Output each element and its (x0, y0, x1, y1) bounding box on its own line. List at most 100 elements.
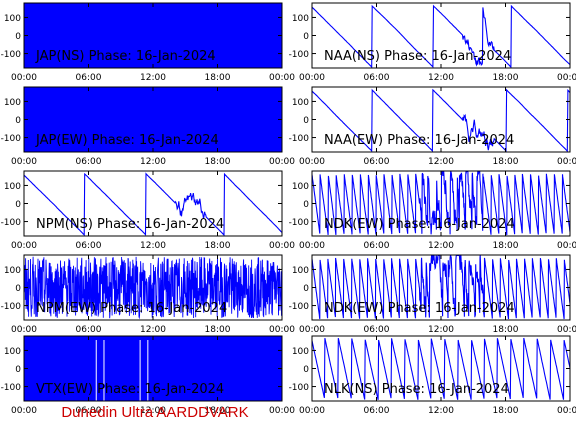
x-tick-label: 06:00 (364, 73, 390, 83)
y-tick-label: 0 (15, 200, 21, 210)
trace-group (312, 337, 570, 401)
y-tick-label: 0 (303, 116, 309, 126)
y-tick-label: 100 (292, 98, 309, 108)
y-tick-label: 0 (15, 284, 21, 294)
panel-title: NLK(NS) Phase: 16-Jan-2024 (324, 382, 509, 397)
y-tick-label: 100 (4, 14, 21, 24)
x-tick-label: 00:00 (557, 325, 576, 335)
y-tick-label: 0 (303, 284, 309, 294)
y-tick-label: 100 (292, 266, 309, 276)
y-tick-label: 100 (292, 14, 309, 24)
x-tick-label: 18:00 (205, 325, 231, 335)
x-tick-label: 06:00 (364, 406, 390, 416)
footer-label: Dunedin Ultra AARDDVARK (61, 404, 249, 421)
x-tick-label: 00:00 (557, 157, 576, 167)
phase-trace (312, 4, 570, 68)
trace-group (312, 4, 570, 68)
trace-group (24, 3, 282, 68)
panel-6: 100 0 -100 00:00 06:00 12:00 18:00 00:00 NDK(EW)… (289, 170, 576, 251)
x-tick-label: 00:00 (269, 241, 295, 251)
x-tick-label: 06:00 (76, 157, 102, 167)
x-tick-label: 12:00 (140, 241, 166, 251)
panel-3: 100 0 -100 00:00 06:00 12:00 18:00 00:00 JAP(EW)… (1, 86, 295, 167)
x-tick-label: 12:00 (428, 241, 454, 251)
x-tick-label: 12:00 (140, 157, 166, 167)
x-tick-label: 12:00 (428, 157, 454, 167)
y-tick-label: -100 (289, 218, 310, 228)
y-tick-label: 0 (303, 200, 309, 210)
x-tick-label: 00:00 (299, 73, 325, 83)
x-tick-label: 00:00 (11, 157, 37, 167)
trace-group (312, 171, 570, 236)
trace-group (312, 88, 570, 152)
y-tick-label: -100 (1, 302, 22, 312)
x-tick-label: 18:00 (205, 406, 231, 416)
panel-10: 100 0 -100 00:00 06:00 12:00 18:00 00:00 NLK(NS)… (289, 335, 576, 416)
panel-2: 100 0 -100 00:00 06:00 12:00 18:00 00:00 NAA(NS)… (289, 2, 576, 83)
panel-9: 100 0 -100 00:00 06:00 12:00 18:00 00:00 VTX(EW)… (1, 335, 295, 416)
x-tick-label: 00:00 (11, 241, 37, 251)
phase-trace (312, 255, 570, 320)
y-tick-label: 100 (4, 266, 21, 276)
x-tick-label: 00:00 (269, 157, 295, 167)
x-tick-label: 00:00 (299, 325, 325, 335)
x-tick-label: 00:00 (299, 241, 325, 251)
x-tick-label: 00:00 (557, 406, 576, 416)
x-tick-label: 06:00 (76, 406, 102, 416)
trace-group (24, 87, 282, 152)
trace-group (24, 172, 282, 236)
trace-group (24, 256, 282, 320)
y-tick-label: -100 (289, 383, 310, 393)
x-tick-label: 12:00 (140, 325, 166, 335)
phase-trace (24, 172, 282, 236)
panel-title: NPM(NS) Phase: 16-Jan-2024 (36, 217, 224, 232)
y-tick-label: 100 (292, 347, 309, 357)
x-tick-label: 18:00 (493, 73, 519, 83)
panel-1: 100 0 -100 00:00 06:00 12:00 18:00 00:00 JAP(NS)… (1, 2, 295, 83)
x-tick-label: 00:00 (269, 406, 295, 416)
x-tick-label: 00:00 (11, 406, 37, 416)
x-tick-label: 06:00 (364, 241, 390, 251)
x-tick-label: 00:00 (11, 73, 37, 83)
y-tick-label: -100 (1, 218, 22, 228)
panel-title: NAA(NS) Phase: 16-Jan-2024 (324, 49, 511, 64)
x-tick-label: 18:00 (493, 241, 519, 251)
panel-title: NPM(EW) Phase: 16-Jan-2024 (36, 301, 227, 316)
x-tick-label: 00:00 (557, 73, 576, 83)
phase-trace-fill (24, 3, 282, 68)
y-tick-label: -100 (289, 302, 310, 312)
trace-group (24, 336, 282, 401)
y-tick-label: 100 (4, 98, 21, 108)
x-tick-label: 18:00 (205, 157, 231, 167)
x-tick-label: 00:00 (269, 325, 295, 335)
x-tick-label: 00:00 (557, 241, 576, 251)
x-tick-label: 06:00 (364, 325, 390, 335)
phase-trace (24, 256, 282, 320)
y-tick-label: 0 (303, 32, 309, 42)
y-tick-label: 0 (15, 116, 21, 126)
panel-title: JAP(NS) Phase: 16-Jan-2024 (35, 49, 216, 64)
x-tick-label: 00:00 (299, 157, 325, 167)
y-tick-label: 100 (4, 182, 21, 192)
panel-title: NDK(EW) Phase: 16-Jan-2024 (324, 217, 515, 232)
x-tick-label: 18:00 (205, 73, 231, 83)
y-tick-label: -100 (1, 134, 22, 144)
phase-trace (312, 171, 570, 236)
y-tick-label: 100 (4, 347, 21, 357)
x-tick-label: 06:00 (76, 241, 102, 251)
x-tick-label: 06:00 (364, 157, 390, 167)
panel-4: 100 0 -100 00:00 06:00 12:00 18:00 00:00 NAA(EW)… (289, 86, 576, 167)
y-tick-label: 0 (303, 365, 309, 375)
x-tick-label: 12:00 (140, 73, 166, 83)
phase-trace-fill (24, 87, 282, 152)
x-tick-label: 06:00 (76, 73, 102, 83)
panel-8: 100 0 -100 00:00 06:00 12:00 18:00 00:00 NDK(EW)… (289, 254, 576, 335)
panel-title: NDK(EW) Phase: 16-Jan-2024 (324, 301, 515, 316)
y-tick-label: 100 (292, 182, 309, 192)
x-tick-label: 00:00 (299, 406, 325, 416)
phase-trace-fill (24, 336, 282, 401)
x-tick-label: 18:00 (493, 325, 519, 335)
trace-group (312, 255, 570, 320)
x-tick-label: 12:00 (428, 406, 454, 416)
